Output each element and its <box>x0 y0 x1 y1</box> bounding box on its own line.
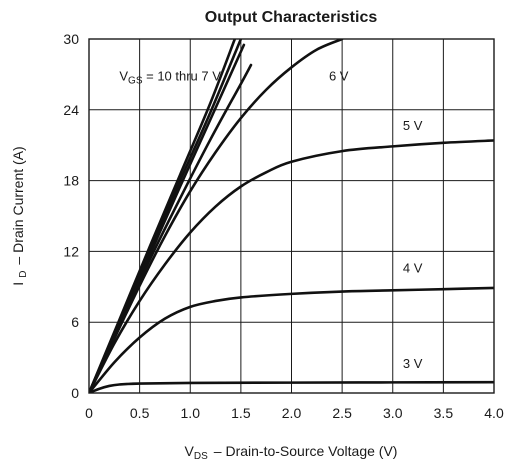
x-axis-title: VDS – Drain-to-Source Voltage (V) <box>185 443 398 462</box>
curve-labels: VGS = 10 thru 7 V 6 V 5 V 4 V 3 V <box>119 68 422 371</box>
series-line-4 <box>89 39 344 393</box>
curve-label-subscript: GS <box>128 75 143 86</box>
x-axis-title-text: – Drain-to-Source Voltage (V) <box>214 443 398 459</box>
curves <box>89 39 494 393</box>
y-tick-label-1: 6 <box>71 314 79 330</box>
series-line-7 <box>89 380 494 393</box>
series-line-3 <box>89 63 253 393</box>
plot-frame <box>88 38 495 394</box>
curve-label-prefix: V <box>119 68 128 83</box>
y-axis-title: ID – Drain Current (A) <box>10 146 29 285</box>
x-axis-title-subscript: DS <box>194 451 208 462</box>
y-axis-title-subscript: D <box>18 271 29 278</box>
x-tick-label-2: 1.0 <box>181 405 201 421</box>
y-tick-label-4: 24 <box>63 102 79 118</box>
x-tick-label-1: 0.5 <box>130 405 150 421</box>
plot-frame-rect <box>88 38 495 394</box>
grid <box>88 38 495 394</box>
x-tick-label-4: 2.0 <box>282 405 302 421</box>
curve-label-3: 4 V <box>403 261 423 276</box>
chart-title: Output Characteristics <box>205 9 378 26</box>
x-axis-title-prefix: V <box>185 443 195 459</box>
tick-labels: 0 0.5 1.0 1.5 2.0 2.5 3.0 3.5 4.0 0 6 12 18 24 30 <box>63 31 504 421</box>
x-tick-label-6: 3.0 <box>383 405 403 421</box>
curve-label-0: VGS = 10 thru 7 V <box>119 68 221 86</box>
y-tick-label-3: 18 <box>63 173 79 189</box>
x-tick-label-3: 1.5 <box>231 405 251 421</box>
y-axis-title-text: – Drain Current (A) <box>10 146 26 264</box>
x-tick-label-8: 4.0 <box>484 405 504 421</box>
curve-label-1: 6 V <box>329 68 349 83</box>
y-axis-title-prefix: I <box>10 282 26 286</box>
series-line-6 <box>89 286 494 393</box>
x-tick-label-7: 3.5 <box>434 405 454 421</box>
series-line-5 <box>89 139 494 393</box>
x-tick-label-5: 2.5 <box>332 405 352 421</box>
curve-label-text: = 10 thru 7 V <box>143 68 222 83</box>
y-tick-label-2: 12 <box>63 243 79 259</box>
y-tick-label-5: 30 <box>63 31 79 47</box>
y-tick-label-0: 0 <box>71 385 79 401</box>
curve-label-2: 5 V <box>403 118 423 133</box>
curve-label-4: 3 V <box>403 356 423 371</box>
x-tick-label-0: 0 <box>85 405 93 421</box>
